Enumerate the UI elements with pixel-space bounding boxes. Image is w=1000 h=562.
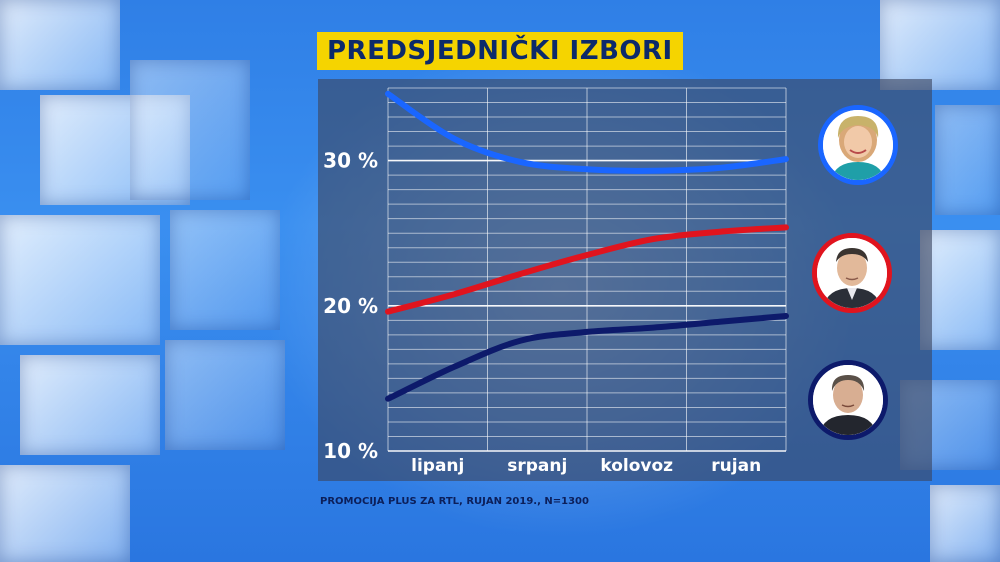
series-lines — [385, 90, 789, 402]
decor-block — [40, 95, 190, 205]
grid-lines — [387, 87, 787, 452]
candidate-portrait-3 — [808, 360, 888, 440]
series-line-2 — [385, 224, 789, 315]
series-line-1 — [385, 90, 789, 174]
decor-block — [170, 210, 280, 330]
decor-block — [0, 465, 130, 562]
y-tick-label: 30 % — [323, 149, 378, 173]
source-note: PROMOCIJA PLUS ZA RTL, RUJAN 2019., N=13… — [320, 496, 589, 507]
chart-title: PREDSJEDNIČKI IZBORI — [327, 36, 673, 66]
decor-block — [165, 340, 285, 450]
y-axis-ticks: 10 % 20 % 30 % — [323, 149, 378, 463]
x-axis-ticks: lipanj srpanj kolovoz rujan — [411, 456, 761, 476]
x-tick-label: srpanj — [507, 456, 567, 476]
candidate-portrait-1 — [818, 105, 898, 185]
decor-block — [920, 230, 1000, 350]
title-banner: PREDSJEDNIČKI IZBORI — [317, 32, 683, 70]
decor-block — [20, 355, 160, 455]
y-tick-label: 10 % — [323, 439, 378, 463]
decor-block — [130, 60, 250, 200]
decor-block — [0, 215, 160, 345]
decor-block — [935, 105, 1000, 215]
decor-block — [0, 0, 120, 90]
decor-block — [880, 0, 1000, 90]
x-tick-label: kolovoz — [600, 456, 673, 476]
decor-block — [930, 485, 1000, 562]
candidate-portrait-2 — [812, 233, 892, 313]
x-tick-label: lipanj — [411, 456, 464, 476]
y-tick-label: 20 % — [323, 294, 378, 318]
series-line-3 — [385, 313, 789, 402]
x-tick-label: rujan — [711, 456, 761, 476]
